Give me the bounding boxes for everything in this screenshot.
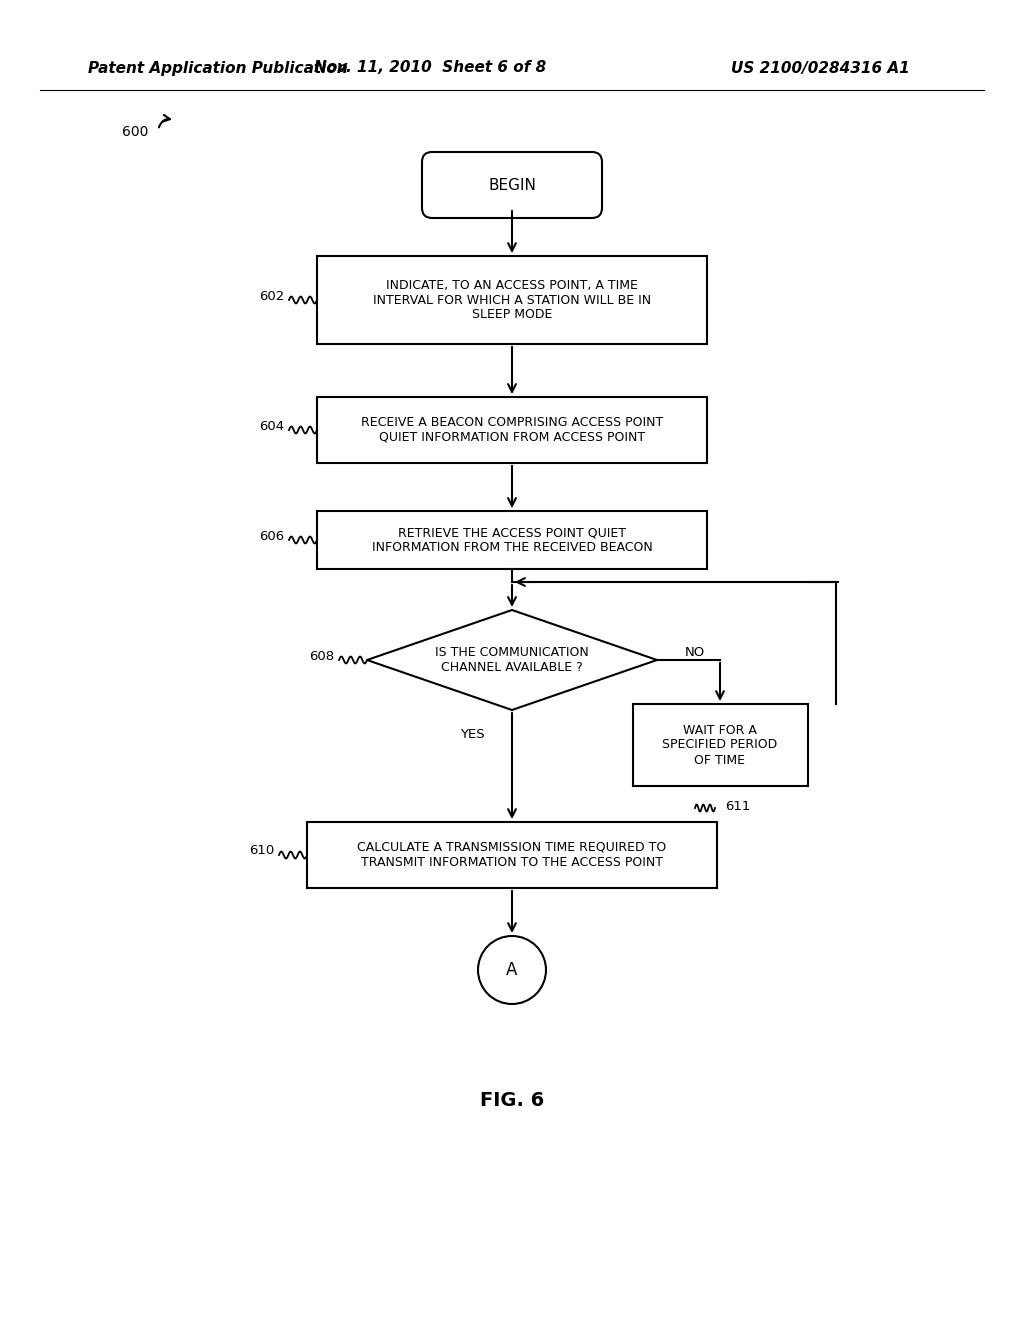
Text: NO: NO bbox=[685, 645, 706, 659]
FancyBboxPatch shape bbox=[422, 152, 602, 218]
FancyBboxPatch shape bbox=[317, 511, 707, 569]
Circle shape bbox=[478, 936, 546, 1005]
Text: A: A bbox=[506, 961, 518, 979]
Text: Nov. 11, 2010  Sheet 6 of 8: Nov. 11, 2010 Sheet 6 of 8 bbox=[314, 61, 546, 75]
Text: 608: 608 bbox=[309, 649, 334, 663]
Text: RETRIEVE THE ACCESS POINT QUIET
INFORMATION FROM THE RECEIVED BEACON: RETRIEVE THE ACCESS POINT QUIET INFORMAT… bbox=[372, 525, 652, 554]
Text: 610: 610 bbox=[249, 845, 274, 858]
Text: BEGIN: BEGIN bbox=[488, 177, 536, 193]
Text: FIG. 6: FIG. 6 bbox=[480, 1090, 544, 1110]
Text: 600: 600 bbox=[122, 125, 148, 139]
Text: CALCULATE A TRANSMISSION TIME REQUIRED TO
TRANSMIT INFORMATION TO THE ACCESS POI: CALCULATE A TRANSMISSION TIME REQUIRED T… bbox=[357, 841, 667, 869]
Text: INDICATE, TO AN ACCESS POINT, A TIME
INTERVAL FOR WHICH A STATION WILL BE IN
SLE: INDICATE, TO AN ACCESS POINT, A TIME INT… bbox=[373, 279, 651, 322]
Polygon shape bbox=[367, 610, 657, 710]
Text: YES: YES bbox=[460, 729, 484, 742]
Text: WAIT FOR A
SPECIFIED PERIOD
OF TIME: WAIT FOR A SPECIFIED PERIOD OF TIME bbox=[663, 723, 777, 767]
Text: US 2100/0284316 A1: US 2100/0284316 A1 bbox=[731, 61, 909, 75]
Text: Patent Application Publication: Patent Application Publication bbox=[88, 61, 348, 75]
FancyBboxPatch shape bbox=[317, 397, 707, 463]
Text: IS THE COMMUNICATION
CHANNEL AVAILABLE ?: IS THE COMMUNICATION CHANNEL AVAILABLE ? bbox=[435, 645, 589, 675]
FancyBboxPatch shape bbox=[317, 256, 707, 345]
Text: 602: 602 bbox=[259, 289, 284, 302]
FancyBboxPatch shape bbox=[633, 704, 808, 785]
Text: RECEIVE A BEACON COMPRISING ACCESS POINT
QUIET INFORMATION FROM ACCESS POINT: RECEIVE A BEACON COMPRISING ACCESS POINT… bbox=[360, 416, 664, 444]
FancyBboxPatch shape bbox=[307, 822, 717, 888]
Text: 606: 606 bbox=[259, 529, 284, 543]
Text: 611: 611 bbox=[725, 800, 751, 813]
Text: 604: 604 bbox=[259, 420, 284, 433]
